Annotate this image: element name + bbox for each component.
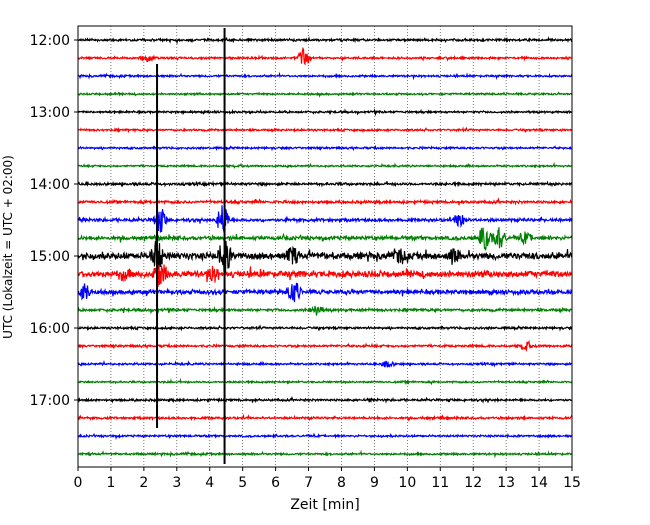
y-tick-label-3: 15:00	[30, 249, 70, 265]
plot-frame	[77, 25, 573, 468]
x-tick-label-7: 7	[304, 475, 313, 491]
trace-1	[77, 46, 573, 66]
trace-22	[77, 432, 573, 441]
trace-21	[77, 413, 573, 422]
x-tick-label-3: 3	[172, 475, 181, 491]
event-layer	[156, 28, 226, 464]
x-axis-label: Zeit [min]	[290, 497, 359, 513]
axis-layer: 0 1 2 3 4 5 6 7 8 9 10 11 12 13 14 1512:0013:0014:0015:…	[30, 33, 581, 491]
trace-23	[77, 449, 573, 459]
y-tick-label-1: 13:00	[30, 105, 70, 121]
x-tick-label-14: 14	[530, 475, 548, 491]
trace-15	[77, 305, 573, 316]
y-tick-label-2: 14:00	[30, 177, 70, 193]
trace-16	[77, 324, 573, 332]
x-tick-label-15: 15	[563, 475, 581, 491]
trace-6	[77, 144, 573, 152]
trace-20	[77, 395, 573, 404]
trace-4	[77, 108, 573, 117]
x-tick-label-9: 9	[370, 475, 379, 491]
trace-0	[77, 36, 573, 45]
trace-14	[77, 282, 573, 303]
trace-9	[77, 197, 573, 206]
trace-11	[77, 227, 573, 251]
x-tick-label-13: 13	[497, 475, 515, 491]
trace-2	[77, 71, 573, 81]
trace-5	[77, 126, 573, 134]
x-tick-label-4: 4	[205, 475, 214, 491]
trace-8	[77, 180, 573, 188]
x-tick-label-10: 10	[398, 475, 416, 491]
x-tick-label-8: 8	[337, 475, 346, 491]
trace-17	[77, 339, 573, 353]
trace-7	[77, 161, 573, 169]
x-tick-label-11: 11	[431, 475, 449, 491]
x-tick-label-2: 2	[139, 475, 148, 491]
x-tick-label-5: 5	[238, 475, 247, 491]
trace-10	[77, 205, 573, 233]
x-tick-label-1: 1	[106, 475, 115, 491]
y-axis-label: UTC (Lokalzeit = UTC + 02:00)	[1, 155, 15, 339]
x-tick-label-0: 0	[74, 475, 83, 491]
x-tick-label-6: 6	[271, 475, 280, 491]
trace-18	[77, 360, 573, 368]
y-tick-label-5: 17:00	[30, 393, 70, 409]
trace-3	[77, 91, 573, 98]
trace-13	[77, 264, 573, 287]
y-tick-label-4: 16:00	[30, 321, 70, 337]
trace-layer	[77, 36, 573, 459]
trace-12	[77, 240, 573, 274]
y-tick-label-0: 12:00	[30, 33, 70, 49]
x-tick-label-12: 12	[464, 475, 482, 491]
trace-19	[77, 377, 573, 386]
